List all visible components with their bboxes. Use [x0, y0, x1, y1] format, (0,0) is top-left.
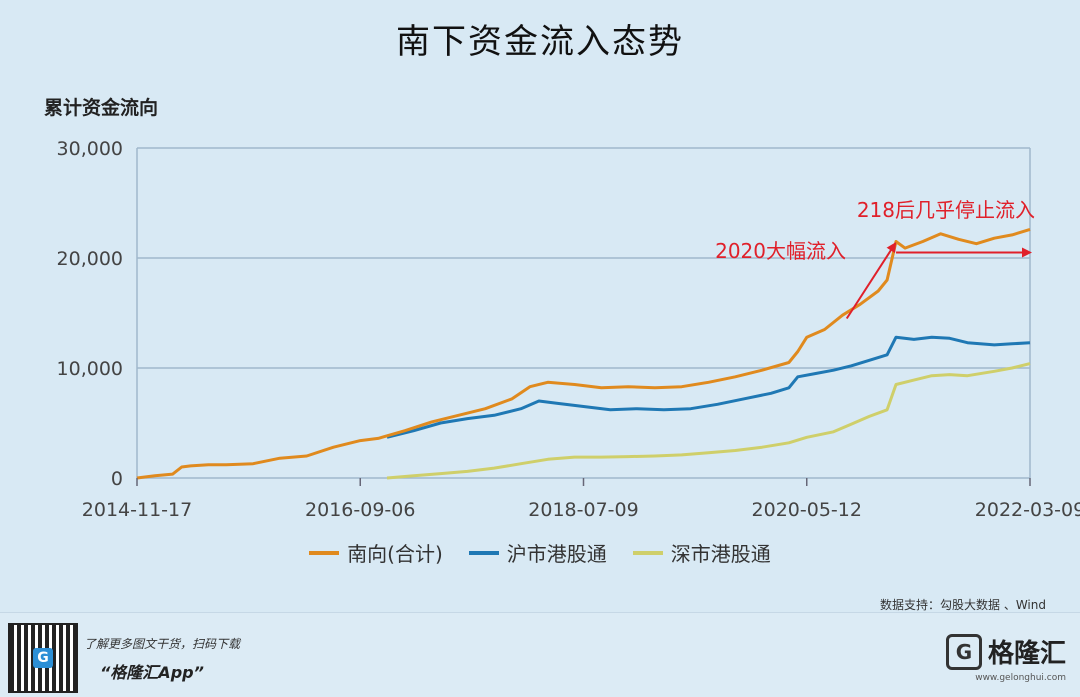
annotation-text-stop: 218后几乎停止流入: [857, 198, 1035, 222]
legend: 南向(合计) 沪市港股通 深市港股通: [0, 538, 1080, 567]
x-tick-label: 2020-05-12: [752, 499, 862, 521]
legend-label-sh: 沪市港股通: [506, 542, 607, 566]
footer-app-name: “格隆汇App”: [100, 663, 204, 682]
legend-swatch-sz: [632, 550, 663, 555]
annotation-arrow-rise: [845, 242, 897, 320]
series-line-sh: [386, 335, 1031, 439]
data-source: 数据支持：勾股大数据 、Wind: [880, 598, 1046, 612]
qr-code[interactable]: G: [8, 623, 78, 693]
series-line-sz: [386, 362, 1031, 480]
brand-logo[interactable]: G 格隆汇: [945, 633, 1066, 670]
legend-item-south: 南向(合计): [309, 538, 443, 567]
footer-banner: G 了解更多图文干货，扫码下载 “格隆汇App” G 格隆汇 www.gelon…: [0, 612, 1080, 697]
legend-swatch-sh: [468, 550, 499, 555]
y-tick-label: 30,000: [57, 138, 123, 160]
brand-g-icon: G: [945, 633, 982, 670]
y-axis-label: 累计资金流向: [44, 97, 159, 119]
y-tick-label: 0: [111, 468, 123, 490]
y-tick-label: 10,000: [57, 358, 123, 380]
legend-item-sh: 沪市港股通: [468, 538, 607, 567]
chart-title: 南下资金流入态势: [396, 22, 684, 62]
x-tick-label: 2016-09-06: [305, 499, 415, 521]
x-tick-label: 2022-03-09: [975, 499, 1080, 521]
x-tick-label: 2014-11-17: [82, 499, 192, 521]
brand-url: www.gelonghui.com: [975, 673, 1066, 683]
footer-promo-text: 了解更多图文干货，扫码下载: [84, 637, 241, 651]
legend-label-south: 南向(合计): [347, 542, 443, 566]
series-line-south: [136, 227, 1031, 480]
qr-logo-icon: G: [33, 648, 53, 668]
legend-swatch-south: [309, 550, 340, 555]
annotation-text-rise: 2020大幅流入: [715, 239, 846, 263]
y-tick-label: 20,000: [57, 248, 123, 270]
line-chart: 218后几乎停止流入 2020大幅流入 0 10,000 20,000 30,000 20…: [57, 138, 1080, 521]
brand-name: 格隆汇: [987, 639, 1066, 669]
legend-item-sz: 深市港股通: [632, 538, 771, 567]
x-tick-label: 2018-07-09: [528, 499, 638, 521]
legend-label-sz: 深市港股通: [670, 542, 771, 566]
